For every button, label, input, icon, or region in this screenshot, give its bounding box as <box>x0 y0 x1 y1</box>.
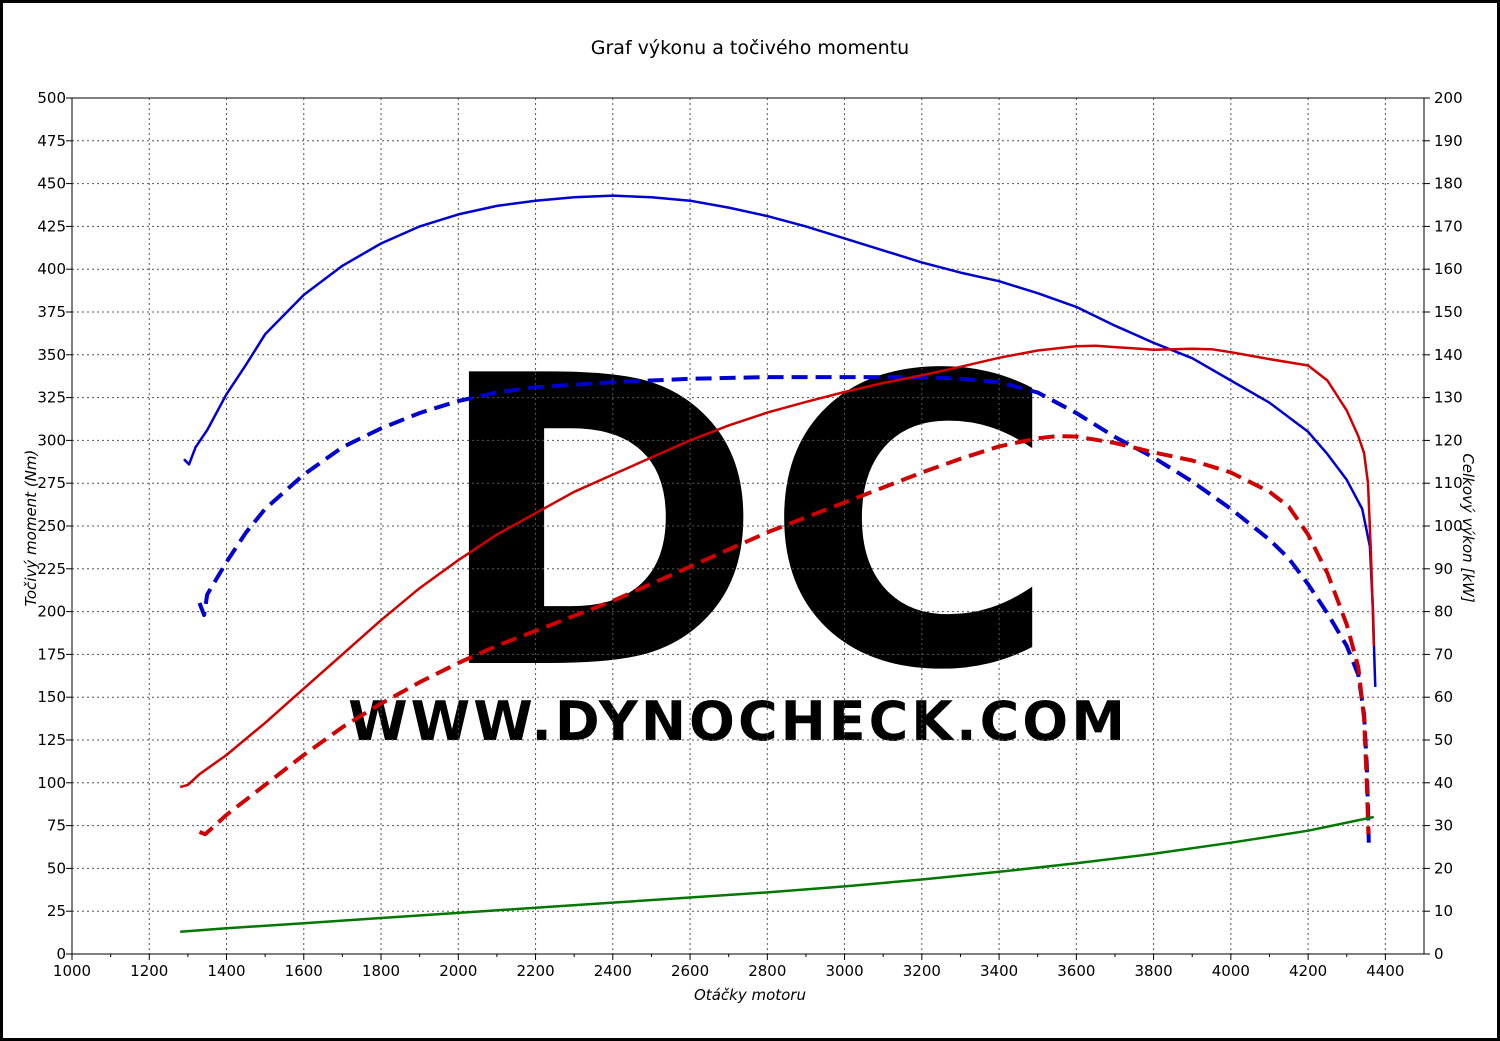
y-left-tick-label: 100 <box>37 774 66 792</box>
y-right-tick-label: 190 <box>1434 132 1463 150</box>
x-tick-label: 1200 <box>130 962 168 980</box>
series-line-4 <box>198 434 1371 837</box>
y-left-tick-label: 325 <box>37 389 66 407</box>
x-tick-label: 1400 <box>207 962 245 980</box>
series-group <box>179 194 1377 933</box>
x-tick-label: 3400 <box>980 962 1018 980</box>
y-right-tick-label: 20 <box>1434 859 1453 877</box>
y-left-tick-label: 0 <box>56 945 66 963</box>
tick-labels: 1000 1200 1400 1600 1800 2000 2200 2400 2600 2800… <box>37 89 1462 980</box>
y-left-tick-label: 75 <box>47 817 66 835</box>
y-left-tick-label: 450 <box>37 175 66 193</box>
x-tick-label: 3600 <box>1057 962 1095 980</box>
y-left-tick-label: 25 <box>47 902 66 920</box>
y-left-tick-label: 175 <box>37 645 66 663</box>
series-line-3 <box>179 344 1376 789</box>
y-right-tick-label: 110 <box>1434 474 1463 492</box>
y-left-tick-label: 350 <box>37 346 66 364</box>
watermark-url: WWW.DYNOCHECK.COM <box>348 690 1128 753</box>
x-tick-label: 2000 <box>439 962 477 980</box>
y-right-tick-label: 0 <box>1434 945 1444 963</box>
x-tick-label: 2600 <box>671 962 709 980</box>
y-left-tick-label: 225 <box>37 560 66 578</box>
y-right-tick-label: 140 <box>1434 346 1463 364</box>
y-right-tick-label: 40 <box>1434 774 1453 792</box>
y-left-tick-label: 375 <box>37 303 66 321</box>
y-left-tick-label: 500 <box>37 89 66 107</box>
x-axis-label: Otáčky motoru <box>694 986 806 1004</box>
y-right-tick-label: 120 <box>1434 431 1463 449</box>
y-left-tick-label: 425 <box>37 217 66 235</box>
x-tick-label: 2400 <box>594 962 632 980</box>
chart-title: Graf výkonu a točivého momentu <box>591 37 909 59</box>
series-line-1 <box>183 194 1377 687</box>
y-right-tick-label: 80 <box>1434 603 1453 621</box>
x-tick-label: 2200 <box>516 962 554 980</box>
x-tick-label: 4000 <box>1212 962 1250 980</box>
axes <box>66 97 1430 960</box>
y-right-tick-label: 60 <box>1434 688 1453 706</box>
y-left-tick-label: 275 <box>37 474 66 492</box>
y-right-tick-label: 70 <box>1434 645 1453 663</box>
x-tick-label: 3000 <box>825 962 863 980</box>
y-right-tick-label: 130 <box>1434 389 1463 407</box>
x-tick-label: 1000 <box>53 962 91 980</box>
y-right-tick-label: 50 <box>1434 731 1453 749</box>
x-tick-label: 1600 <box>285 962 323 980</box>
y-right-tick-label: 180 <box>1434 175 1463 193</box>
y-right-tick-label: 10 <box>1434 902 1453 920</box>
y-left-tick-label: 125 <box>37 731 66 749</box>
x-tick-label: 4400 <box>1366 962 1404 980</box>
y-left-tick-label: 150 <box>37 688 66 706</box>
x-tick-label: 1800 <box>362 962 400 980</box>
y-left-tick-label: 400 <box>37 260 66 278</box>
series-line-2 <box>197 375 1371 843</box>
y-right-tick-label: 90 <box>1434 560 1453 578</box>
grid <box>72 98 1424 954</box>
y-left-tick-label: 475 <box>37 132 66 150</box>
x-tick-label: 3800 <box>1135 962 1173 980</box>
x-tick-label: 3200 <box>903 962 941 980</box>
y-right-tick-label: 170 <box>1434 217 1463 235</box>
y-right-tick-label: 200 <box>1434 89 1463 107</box>
y-left-tick-label: 300 <box>37 431 66 449</box>
x-tick-label: 4200 <box>1289 962 1327 980</box>
y-right-tick-label: 100 <box>1434 517 1463 535</box>
y-right-tick-label: 160 <box>1434 260 1463 278</box>
series-line-5 <box>180 815 1375 933</box>
y-left-tick-label: 50 <box>47 859 66 877</box>
y-left-tick-label: 250 <box>37 517 66 535</box>
x-tick-label: 2800 <box>748 962 786 980</box>
plot-border <box>71 97 1425 955</box>
y-right-tick-label: 150 <box>1434 303 1463 321</box>
y-left-tick-label: 200 <box>37 603 66 621</box>
y-axis-left-label: Točivý moment (Nm) <box>22 450 40 607</box>
y-right-tick-label: 30 <box>1434 817 1453 835</box>
y-axis-right-label: Celkový výkon [kW] <box>1459 453 1477 603</box>
dyno-chart: DC WWW.DYNOCHECK.COM 1000 1200 1400 1600 180… <box>22 37 1477 1004</box>
